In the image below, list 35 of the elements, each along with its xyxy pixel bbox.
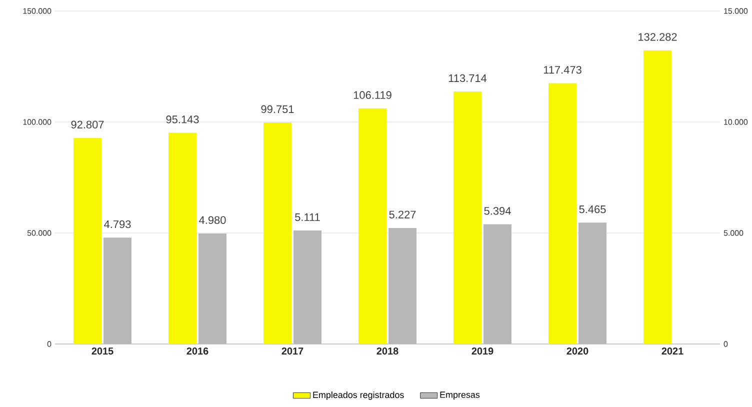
bar — [168, 132, 196, 344]
data-label: 106.119 — [354, 91, 392, 99]
x-tick-label: 2020 — [566, 348, 588, 355]
x-tick-label: 2015 — [92, 348, 114, 355]
x-tick-label: 2017 — [282, 348, 304, 355]
bar — [578, 222, 606, 344]
data-label: 132.282 — [638, 33, 677, 41]
x-tick-label: 2019 — [472, 348, 494, 355]
data-label: 99.751 — [261, 105, 294, 114]
bar — [644, 50, 672, 344]
x-tick-label: 2021 — [662, 348, 684, 355]
data-label: 95.143 — [166, 116, 199, 124]
data-label: 92.807 — [71, 120, 104, 128]
bar — [484, 224, 512, 344]
data-label: 4.980 — [199, 216, 226, 224]
bar — [358, 108, 386, 344]
data-label: 5.111 — [295, 213, 320, 222]
data-label: 5.227 — [389, 210, 416, 218]
bar — [74, 138, 102, 344]
x-tick-label: 2016 — [186, 348, 208, 355]
bar — [294, 230, 322, 344]
data-label: 4.793 — [104, 220, 131, 228]
bar — [388, 228, 416, 344]
data-label: 117.473 — [544, 66, 582, 74]
data-label: 5.465 — [579, 205, 606, 214]
x-tick-label: 2018 — [376, 348, 398, 355]
data-label: 113.714 — [448, 74, 487, 82]
bar — [454, 92, 482, 344]
bar — [104, 238, 132, 344]
data-label: 5.394 — [484, 207, 511, 215]
bar — [548, 83, 576, 344]
bar — [264, 122, 292, 344]
legend-label: Empresas — [440, 392, 480, 400]
bar — [198, 233, 226, 344]
legend-label: Empleados registrados — [313, 391, 404, 400]
